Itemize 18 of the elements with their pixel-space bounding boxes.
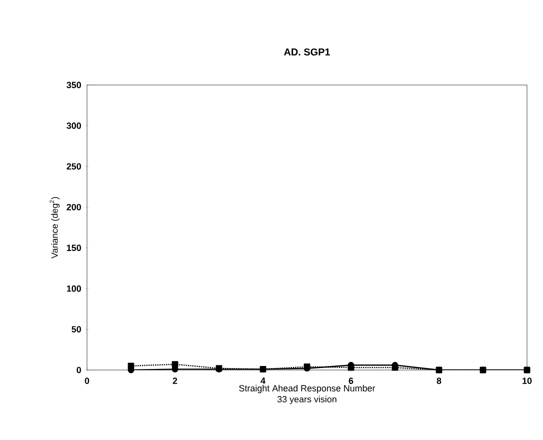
x-tick-label: 4 bbox=[260, 378, 266, 384]
y-tick-label: 0 bbox=[76, 366, 81, 374]
y-tick-label: 250 bbox=[66, 163, 81, 170]
x-tick-label: 2 bbox=[172, 378, 178, 384]
chart-title: AD. SGP1 bbox=[284, 48, 330, 56]
x-tick-label: 10 bbox=[522, 378, 532, 384]
y-tick-label: 100 bbox=[66, 285, 81, 292]
x-axis-title: Straight Ahead Response Number bbox=[239, 384, 376, 394]
text: 33 years vision bbox=[277, 396, 336, 404]
y-tick-label: 350 bbox=[66, 82, 81, 88]
y-tick-label: 200 bbox=[66, 204, 81, 210]
x-tick-label: 0 bbox=[84, 378, 90, 384]
y-tick-label: 50 bbox=[72, 326, 81, 332]
x-tick-label: 6 bbox=[348, 378, 354, 384]
y-axis-title: Variance (deg$^{2}$) bbox=[50, 197, 60, 258]
y-tick-label: 300 bbox=[66, 122, 81, 129]
y-tick-label: 150 bbox=[66, 244, 81, 252]
x-tick-label: 8 bbox=[436, 378, 442, 384]
